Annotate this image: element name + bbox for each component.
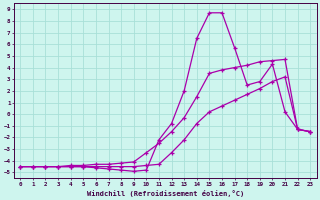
X-axis label: Windchill (Refroidissement éolien,°C): Windchill (Refroidissement éolien,°C) bbox=[87, 190, 244, 197]
